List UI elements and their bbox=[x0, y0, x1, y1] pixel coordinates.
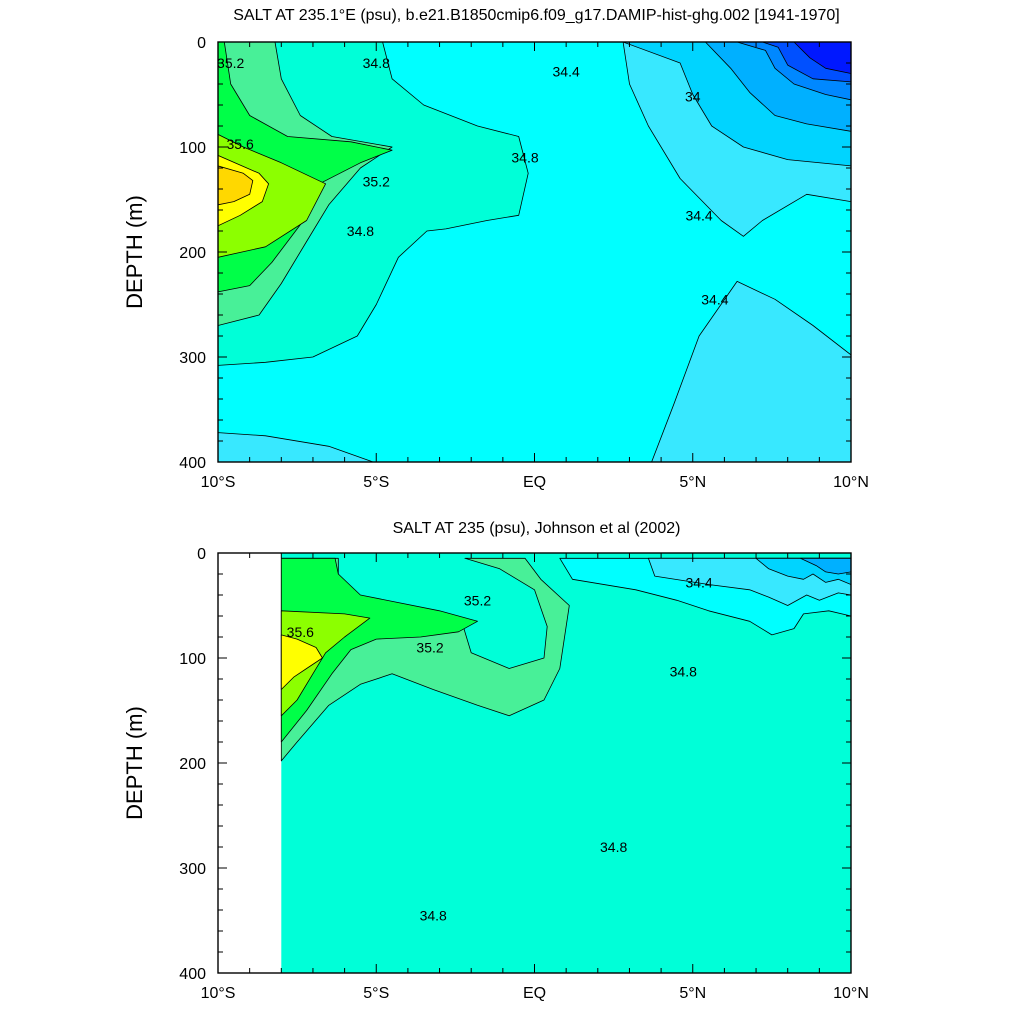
contour-region bbox=[280, 557, 478, 743]
x-tick-label: 10°S bbox=[201, 985, 236, 1002]
contour-label: 34.8 bbox=[600, 839, 627, 855]
contour-region bbox=[793, 42, 851, 74]
contour-label: 35.6 bbox=[287, 624, 314, 640]
contour-label: 35.2 bbox=[464, 592, 491, 608]
contour-label: 34.4 bbox=[701, 291, 728, 307]
x-tick-label: EQ bbox=[523, 474, 546, 491]
panel-observation: 10°S 5°S EQ 5°N 10°N 0 100 200 300 400 SALT AT 235… bbox=[122, 520, 869, 1002]
contour-region bbox=[800, 557, 851, 575]
x-tick-label: 5°S bbox=[363, 474, 389, 491]
contour-region bbox=[218, 432, 374, 462]
contour-label: 35.2 bbox=[363, 174, 390, 190]
contour-region bbox=[218, 165, 254, 206]
y-tick-label: 200 bbox=[179, 245, 206, 262]
x-tick-label: 10°S bbox=[201, 474, 236, 491]
y-tick-label: 300 bbox=[179, 861, 206, 878]
contour-region bbox=[280, 634, 323, 690]
y-tick-label: 400 bbox=[179, 966, 206, 983]
contour-label: 34.4 bbox=[685, 207, 712, 223]
x-tick-label: 10°N bbox=[833, 985, 869, 1002]
x-tick-label: EQ bbox=[523, 985, 546, 1002]
contour-label: 34.4 bbox=[685, 574, 712, 590]
contour-label: 34.8 bbox=[347, 223, 374, 239]
y-axis-label: DEPTH (m) bbox=[122, 195, 147, 309]
y-axis-label: DEPTH (m) bbox=[122, 706, 147, 820]
x-tick-label: 5°S bbox=[363, 985, 389, 1002]
contour-label: 34.8 bbox=[420, 907, 447, 923]
chart-title: SALT AT 235.1°E (psu), b.e21.B1850cmip6.… bbox=[233, 7, 839, 24]
y-tick-label: 100 bbox=[179, 140, 206, 157]
x-tick-label: 10°N bbox=[833, 474, 869, 491]
contour-region bbox=[280, 610, 371, 717]
y-tick-label: 300 bbox=[179, 350, 206, 367]
contour-label: 34.8 bbox=[670, 664, 697, 680]
contour-label: 34.4 bbox=[553, 63, 580, 79]
contour-region bbox=[651, 280, 851, 462]
contour-label: 34.8 bbox=[363, 55, 390, 71]
y-tick-label: 0 bbox=[197, 35, 206, 52]
x-tick-label: 5°N bbox=[679, 985, 706, 1002]
contour-label: 35.2 bbox=[217, 55, 244, 71]
y-tick-label: 200 bbox=[179, 756, 206, 773]
y-tick-label: 0 bbox=[197, 546, 206, 563]
contour-region bbox=[218, 133, 327, 258]
y-tick-label: 400 bbox=[179, 455, 206, 472]
panel-model: 10°S 5°S EQ 5°N 10°N 0 100 200 300 400 SALT AT 235… bbox=[122, 7, 869, 491]
y-tick-label: 100 bbox=[179, 651, 206, 668]
contour-label: 35.2 bbox=[416, 640, 443, 656]
x-tick-label: 5°N bbox=[679, 474, 706, 491]
contour-label: 34 bbox=[685, 89, 701, 105]
chart-title: SALT AT 235 (psu), Johnson et al (2002) bbox=[393, 520, 681, 537]
contour-label: 34.8 bbox=[511, 150, 538, 166]
contour-label: 35.6 bbox=[227, 136, 254, 152]
